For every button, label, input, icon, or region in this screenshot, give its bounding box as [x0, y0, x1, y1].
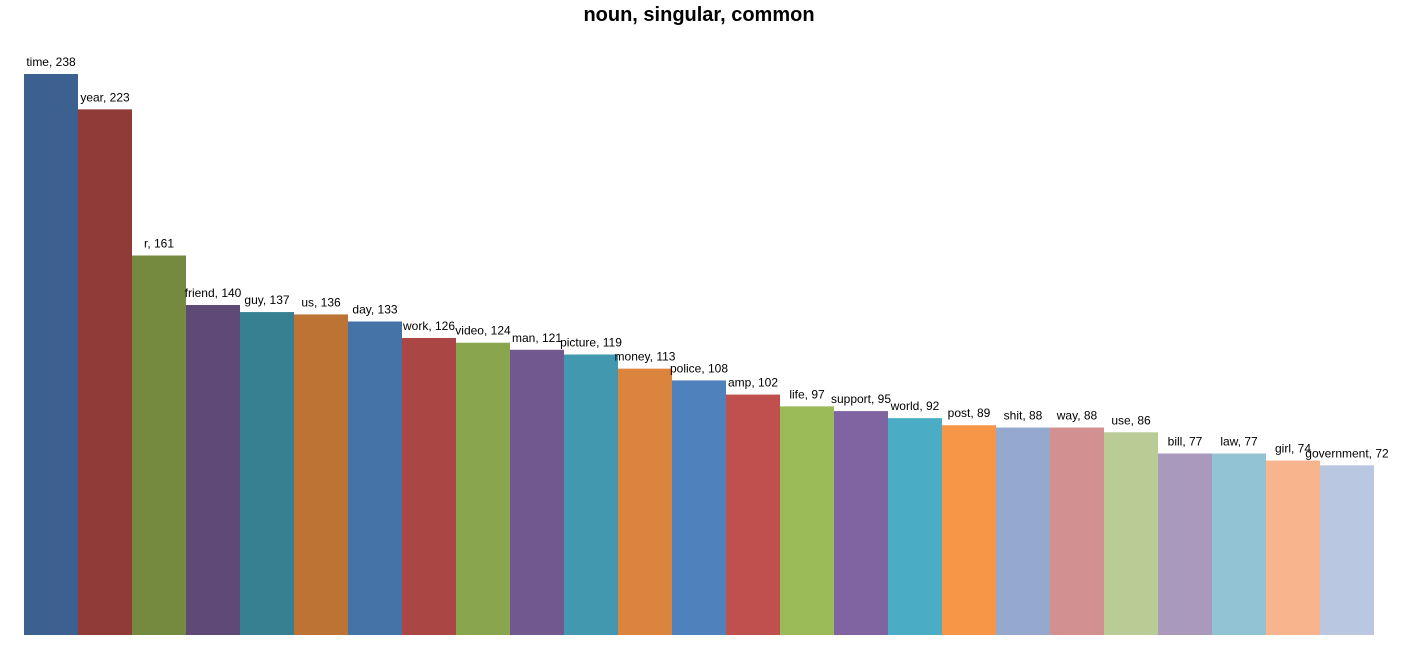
bar-world [888, 418, 942, 635]
data-label-world: world, 92 [890, 399, 940, 413]
bar-life [780, 406, 834, 635]
bar-day [348, 321, 402, 635]
bar-guy [240, 312, 294, 635]
bar-us [294, 314, 348, 635]
data-label-r: r, 161 [144, 237, 174, 251]
bar-shit [996, 427, 1050, 635]
data-label-police: police, 108 [670, 361, 728, 375]
bar-use [1104, 432, 1158, 635]
bar-r [132, 255, 186, 635]
bar-video [456, 342, 510, 635]
data-label-picture: picture, 119 [560, 336, 622, 350]
data-label-shit: shit, 88 [1004, 409, 1043, 423]
bar-support [834, 411, 888, 635]
data-label-girl: girl, 74 [1275, 442, 1311, 456]
bar-picture [564, 354, 618, 635]
data-label-way: way, 88 [1056, 409, 1098, 423]
data-label-video: video, 124 [455, 324, 511, 338]
data-label-us: us, 136 [301, 295, 341, 309]
bar-year [78, 109, 132, 636]
data-label-support: support, 95 [831, 392, 891, 406]
data-label-amp: amp, 102 [728, 376, 778, 390]
data-label-day: day, 133 [352, 303, 397, 317]
bar-government [1320, 465, 1374, 635]
chart-title: noun, singular, common [583, 4, 815, 26]
bar-time [24, 74, 78, 635]
data-label-law: law, 77 [1220, 435, 1258, 449]
bars-group [24, 74, 1374, 636]
bar-girl [1266, 460, 1320, 635]
data-label-guy: guy, 137 [244, 293, 289, 307]
bar-amp [726, 394, 780, 635]
data-label-man: man, 121 [512, 331, 562, 345]
data-labels-group: time, 238 year, 223 r, 161 friend, 140guy, … [26, 55, 1389, 460]
bar-friend [186, 305, 240, 635]
data-label-friend: friend, 140 [185, 286, 242, 300]
data-label-post: post, 89 [948, 406, 991, 420]
data-label-money: money, 113 [615, 350, 676, 364]
bar-law [1212, 453, 1266, 635]
data-label-work: work, 126 [402, 319, 455, 333]
data-label-year: year, 223 [80, 90, 130, 104]
bar-bill [1158, 453, 1212, 635]
bar-way [1050, 427, 1104, 635]
bar-work [402, 338, 456, 635]
bar-police [672, 380, 726, 635]
bar-man [510, 349, 564, 635]
data-label-government: government, 72 [1305, 446, 1389, 460]
data-label-bill: bill, 77 [1168, 435, 1203, 449]
bar-money [618, 368, 672, 635]
data-label-life: life, 97 [789, 387, 825, 401]
data-label-use: use, 86 [1111, 413, 1151, 427]
data-label-time: time, 238 [26, 55, 76, 69]
bar-post [942, 425, 996, 635]
